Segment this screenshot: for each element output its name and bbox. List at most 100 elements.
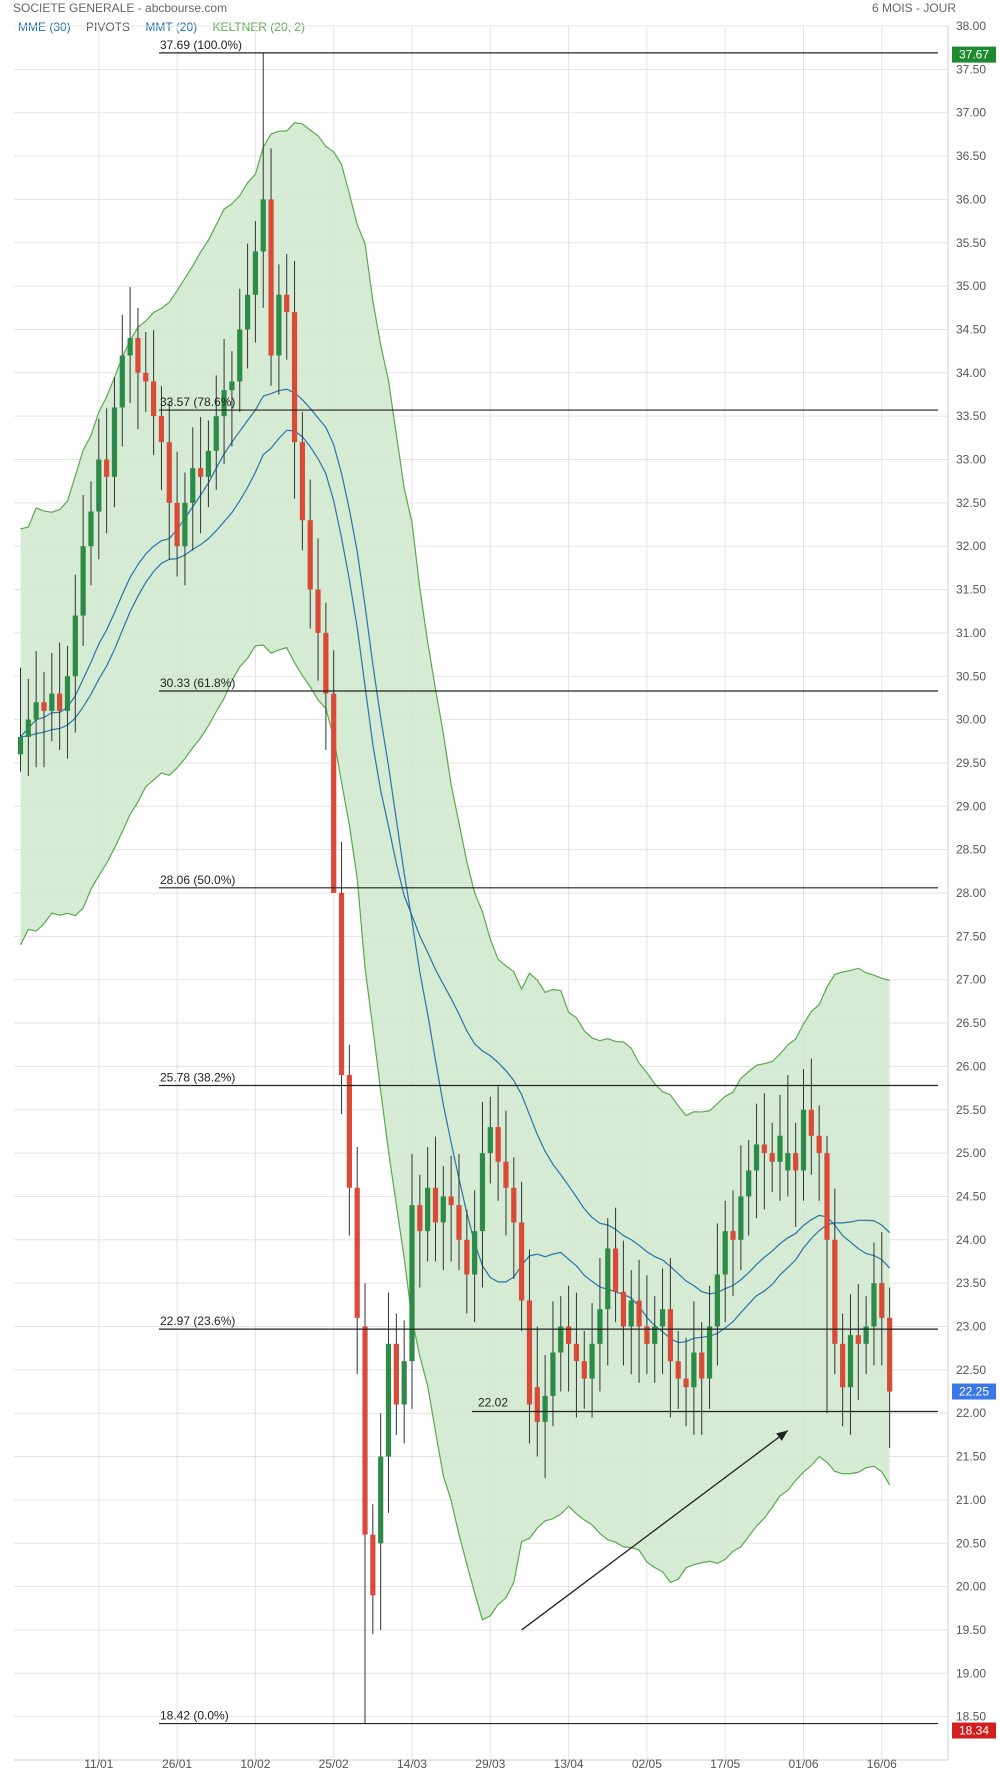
y-tick-label: 19.50 [956,1623,986,1637]
y-tick-label: 38.00 [956,19,986,33]
y-tick-label: 37.00 [956,106,986,120]
candle-body [503,1161,509,1188]
y-tick-label: 32.00 [956,539,986,553]
candle-body [464,1239,470,1275]
candle-body [840,1343,846,1388]
fib-label: 25.78 (38.2%) [160,1070,235,1084]
candle-body [456,1205,462,1240]
candle-body [88,511,94,547]
candle-body [511,1187,517,1223]
y-tick-label: 25.50 [956,1103,986,1117]
candle-body [299,442,305,521]
candle-body [879,1283,885,1318]
legend-mme[interactable]: MME (30) [18,20,71,34]
y-tick-label: 34.50 [956,322,986,336]
legend-keltner[interactable]: KELTNER (20, 2) [212,20,305,34]
y-tick-label: 32.50 [956,496,986,510]
candle-body [620,1291,627,1327]
mme-30-line [20,429,891,1295]
keltner-upper [20,122,890,1117]
y-tick-label: 24.00 [956,1233,986,1247]
candle-body [104,459,110,477]
candle-body [863,1326,869,1344]
candle-body [182,502,188,547]
fibonacci-levels: 37.69 (100.0%) 33.57 (78.6%) 30.33 (61.8%)… [159,38,938,1725]
candle-body [166,442,172,503]
candle-body [542,1395,548,1422]
candle-body [652,1326,658,1344]
price-badge: 18.34 [952,1722,996,1739]
y-tick-label: 26.50 [956,1016,986,1030]
y-tick-label: 25.00 [956,1146,986,1160]
x-tick-label: 25/02 [319,1757,349,1771]
candle-body [636,1300,642,1327]
price-badge-bg [952,1722,996,1739]
candle-body [229,381,235,391]
candle-body [722,1231,728,1275]
keltner-band [19,122,891,1621]
x-tick-label: 29/03 [475,1757,505,1771]
legend-pivots[interactable]: PIVOTS [86,20,131,34]
candle-body [143,372,149,382]
candle-body [385,1343,392,1457]
candle-body [80,546,86,616]
candle-body [213,416,219,451]
candle-body [96,459,102,512]
candle-body [730,1231,736,1240]
candle-body [362,1326,368,1535]
candle-body [49,693,55,711]
price-badge: 22.25 [952,1383,996,1400]
chart-title: SOCIETE GENERALE - abcbourse.com [13,1,228,15]
candle-body [659,1309,666,1327]
fib-label: 37.69 (100.0%) [160,38,242,52]
candle-body [409,1205,415,1362]
keltner-fill [20,122,890,1620]
candle-body [526,1300,533,1405]
candle-body [291,312,298,443]
y-tick-label: 23.50 [956,1276,986,1290]
mmt-20-line [20,388,891,1344]
y-tick-label: 29.50 [956,756,986,770]
candle-body [824,1153,830,1240]
price-badge-label: 22.25 [959,1385,989,1399]
candle-body [197,468,204,477]
candle-body [753,1144,760,1171]
trend-arrow-line [521,1430,789,1631]
candle-body [338,893,345,1076]
candle-body [746,1170,752,1197]
candle-body [33,702,39,720]
fib-label: 18.42 (0.0%) [160,1709,229,1723]
candle-body [221,390,227,417]
x-tick-label: 16/06 [867,1757,897,1771]
candle-body [612,1248,619,1292]
y-tick-label: 33.50 [956,409,986,423]
candle-body [440,1196,446,1223]
candle-body [393,1343,399,1405]
candle-body [793,1153,799,1171]
candle-body [119,355,125,408]
candle-body [605,1248,611,1310]
candle-body [706,1326,713,1379]
candle-body [127,338,133,356]
y-tick-label: 27.50 [956,929,986,943]
candle-body [573,1343,580,1362]
y-tick-label: 24.50 [956,1189,986,1203]
candle-body [519,1222,525,1301]
candle-body [487,1127,493,1154]
y-tick-label: 22.00 [956,1406,986,1420]
legend-mmt[interactable]: MMT (20) [145,20,198,34]
candle-body [417,1205,423,1232]
y-tick-label: 19.00 [956,1666,986,1680]
candle-body [589,1343,595,1379]
x-tick-label: 11/01 [84,1757,113,1771]
y-tick-label: 27.00 [956,973,986,987]
candle-body [252,251,258,295]
candle-body [307,520,313,590]
candle-body [479,1153,486,1232]
candle-body [57,693,63,711]
candles [17,52,893,1724]
price-badge-label: 18.34 [959,1724,989,1738]
candle-body [691,1352,697,1388]
candle-body [550,1352,556,1396]
